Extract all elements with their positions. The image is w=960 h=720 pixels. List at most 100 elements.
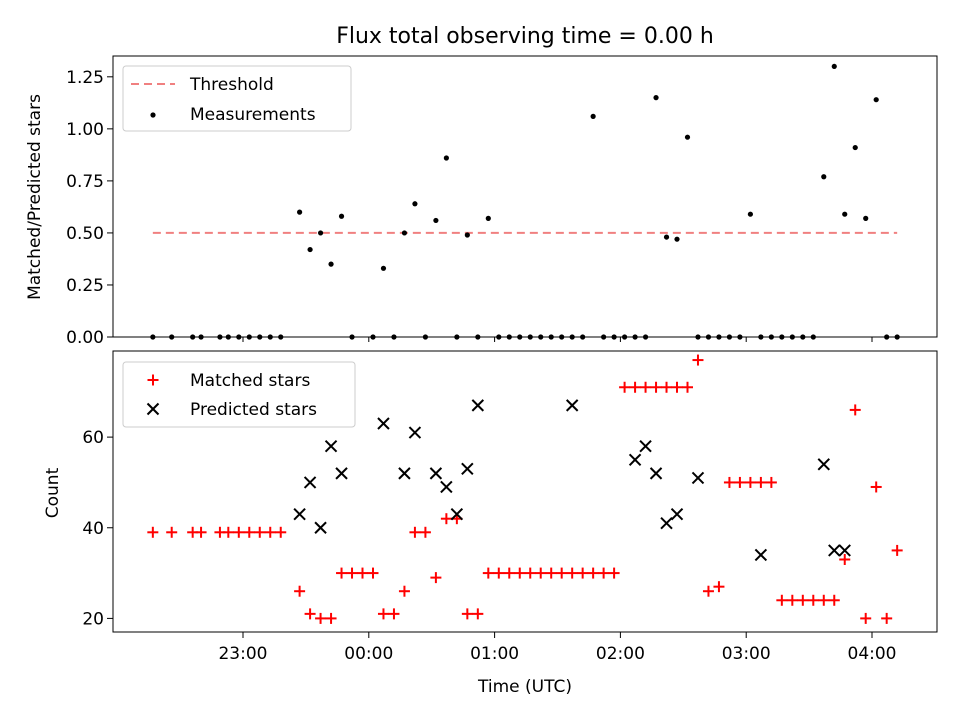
matched-star-point [681,381,693,393]
matched-star-point [325,612,337,624]
matched-star-point [640,381,652,393]
measurement-point [297,209,303,215]
measurement-point [831,63,837,70]
bottom-y-tick-label: 60 [82,428,104,448]
matched-star-point [702,585,714,597]
measurement-point [401,230,408,236]
predicted-star-point [324,439,338,453]
measurement-point [653,95,659,101]
measurement-point [433,217,439,224]
x-axis-label: Time (UTC) [477,677,572,697]
matched-star-point [346,567,358,579]
legend-measurements-swatch [150,112,156,118]
predicted-star-point [335,467,348,480]
predicted-star-point [649,467,663,480]
matched-star-point [482,567,494,579]
matched-star-point [398,585,410,597]
predicted-star-point [303,476,317,489]
matched-star-point [891,544,903,556]
bottom-axes-frame [112,350,938,633]
matched-star-point [598,567,610,579]
matched-star-point [734,476,746,488]
legend-predicted-label: Predicted stars [190,400,317,420]
x-tick-label: 01:00 [470,644,519,664]
measurement-point [485,215,491,221]
top-y-tick-label: 0.75 [66,172,104,192]
matched-star-point [797,594,809,606]
matched-star-point [692,354,704,366]
measurement-point [443,155,449,161]
matched-star-point [243,526,255,538]
matched-star-point [388,608,400,620]
predicted-star-point [670,507,684,521]
matched-star-point [524,567,536,579]
top-y-tick-label: 1.00 [66,120,104,140]
matched-star-point [839,553,851,565]
predicted-star-point [408,426,422,439]
measurement-point [464,232,470,238]
predicted-star-point [293,507,306,521]
matched-star-point [744,476,756,488]
predicted-star-point [461,462,474,476]
matched-star-point [566,567,578,579]
matched-star-point [849,404,861,416]
measurement-point [380,265,387,271]
x-tick-label: 03:00 [722,644,771,664]
matched-star-point [357,567,369,579]
matched-star-point [671,381,683,393]
predicted-star-point [660,517,673,530]
top-y-tick-label: 1.25 [66,68,104,88]
matched-star-point [419,526,431,538]
top-legend-box [122,65,352,132]
matched-star-point [315,612,327,624]
measurement-point [317,230,324,236]
legend-matched-swatch [147,374,159,386]
legend-matched-label: Matched stars [190,371,310,391]
matched-star-point [587,567,599,579]
matched-star-point [377,608,389,620]
matched-star-point [147,526,159,538]
measurement-point [852,144,858,151]
matched-star-point [755,476,767,488]
bottom-y-tick-label: 20 [82,609,104,629]
measurement-point [747,211,753,217]
matched-star-point [629,381,641,393]
matched-star-point [881,612,893,624]
top-y-tick-label: 0.25 [66,276,104,296]
matched-star-point [294,585,306,597]
bottom-plot-area: 20 40 60 23:00 00:00 01:00 02:00 03:00 04:00 Matc… [82,350,938,664]
legend-measurements-label: Measurements [190,105,316,125]
predicted-star-point [429,467,443,480]
matched-star-point [556,567,568,579]
matched-star-point [608,567,620,579]
matched-star-point [304,608,316,620]
x-tick-label: 23:00 [218,644,267,664]
matched-star-point [535,567,547,579]
matched-star-point [776,594,788,606]
x-tick-label: 00:00 [344,644,393,664]
matched-star-point [545,567,557,579]
bottom-y-axis-label: Count [43,467,63,518]
predicted-star-point [691,471,705,485]
matched-star-point [254,526,266,538]
matched-star-point [472,608,484,620]
predicted-star-point [471,399,485,412]
predicted-star-point [628,453,642,466]
x-tick-label: 02:00 [596,644,645,664]
measurement-point [863,215,869,221]
matched-star-point [514,567,526,579]
matched-star-point [818,594,830,606]
matched-star-point [828,594,840,606]
measurement-point [338,213,345,219]
legend-threshold-label: Threshold [189,75,274,95]
matched-star-point [440,513,452,525]
matched-star-point [493,567,505,579]
measurement-point [307,246,313,253]
measurement-point [873,97,879,103]
predicted-star-point [377,417,390,430]
measurement-point [590,113,596,119]
predicted-star-point [565,399,579,412]
matched-star-point [860,612,872,624]
matched-star-point [233,526,245,538]
